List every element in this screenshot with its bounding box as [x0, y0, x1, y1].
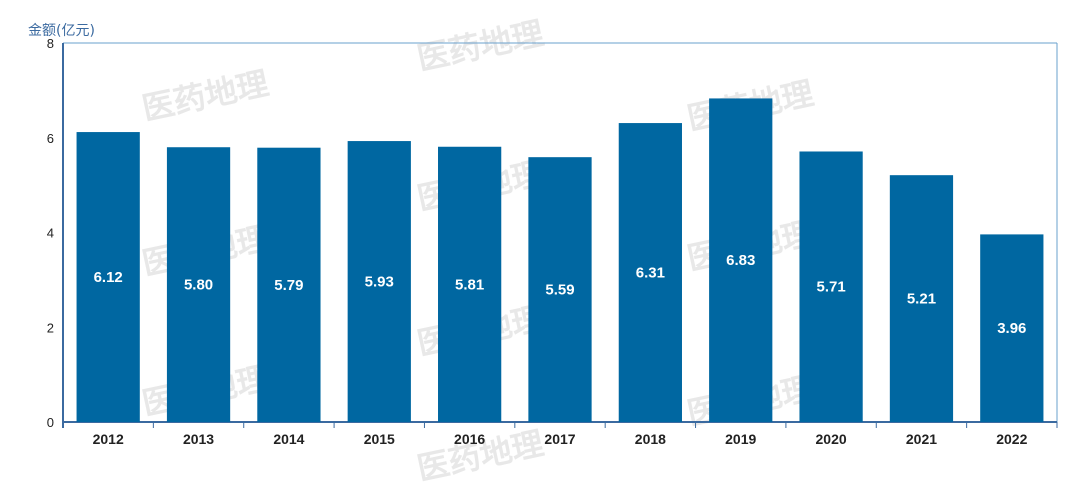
data-label: 3.96 — [997, 320, 1026, 337]
bar — [438, 146, 502, 422]
x-tick-label: 2013 — [183, 431, 214, 447]
watermark-text: 医药地理 — [139, 64, 272, 128]
x-tick-label: 2021 — [906, 431, 937, 447]
bar — [799, 151, 863, 422]
bar — [257, 147, 321, 423]
bar — [528, 157, 592, 422]
data-label: 5.93 — [365, 274, 394, 291]
bar — [347, 141, 411, 422]
y-tick-label: 8 — [47, 36, 54, 51]
data-label: 5.81 — [455, 276, 484, 293]
data-label: 6.12 — [94, 269, 123, 286]
x-tick-label: 2020 — [816, 431, 847, 447]
bar — [166, 147, 231, 422]
labels-layer: 0 2 4 6 8 6.12 2012 5.80 2013 5.79 2014 5.93 2015 5.8… — [47, 36, 1028, 447]
y-tick-label: 6 — [47, 131, 54, 146]
x-tick-label: 2014 — [273, 431, 304, 447]
x-tick-label: 2022 — [996, 431, 1027, 447]
x-tick-label: 2018 — [635, 431, 666, 447]
bars-layer — [76, 98, 1044, 423]
y-axis-title: 金额(亿元) — [28, 23, 95, 39]
bar — [980, 234, 1044, 422]
data-label: 5.59 — [545, 282, 574, 299]
data-label: 5.71 — [816, 279, 845, 296]
x-tick-label: 2016 — [454, 431, 485, 447]
y-tick-label: 2 — [47, 320, 54, 335]
data-label: 5.80 — [184, 277, 213, 294]
data-label: 6.83 — [726, 252, 755, 269]
watermark-text: 医药地理 — [414, 14, 547, 78]
bar — [889, 175, 954, 422]
x-tick-label: 2015 — [364, 431, 395, 447]
bar — [709, 98, 773, 423]
data-label: 6.31 — [636, 265, 665, 282]
bar — [618, 123, 682, 422]
y-tick-label: 0 — [47, 415, 54, 430]
data-label: 5.21 — [907, 291, 936, 308]
bar — [76, 132, 140, 422]
x-tick-label: 2012 — [93, 431, 124, 447]
x-tick-label: 2019 — [725, 431, 756, 447]
y-tick-label: 4 — [47, 226, 54, 241]
x-tick-label: 2017 — [544, 431, 575, 447]
data-label: 5.79 — [274, 277, 303, 294]
